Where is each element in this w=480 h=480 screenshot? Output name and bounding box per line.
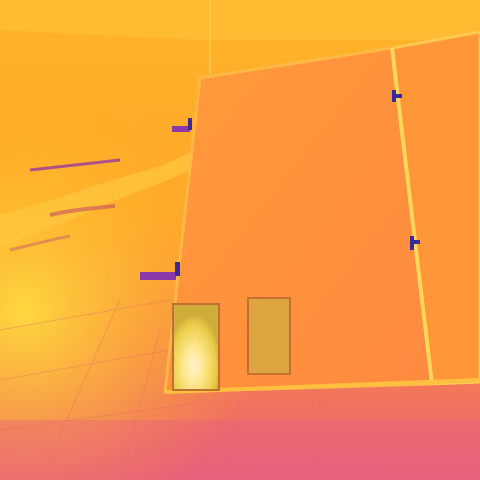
hotspot-box	[172, 303, 220, 391]
ridge-line	[29, 158, 121, 172]
bottom-band	[0, 420, 480, 480]
ridge-shadow	[49, 204, 116, 217]
wall-top	[0, 0, 480, 40]
mounting-clamps	[140, 90, 420, 280]
roof-ridge	[0, 152, 190, 248]
reference-box	[247, 297, 291, 375]
panel-seam	[390, 47, 434, 385]
floor-tiles	[0, 299, 321, 480]
ridge-shadow-2	[9, 234, 71, 252]
